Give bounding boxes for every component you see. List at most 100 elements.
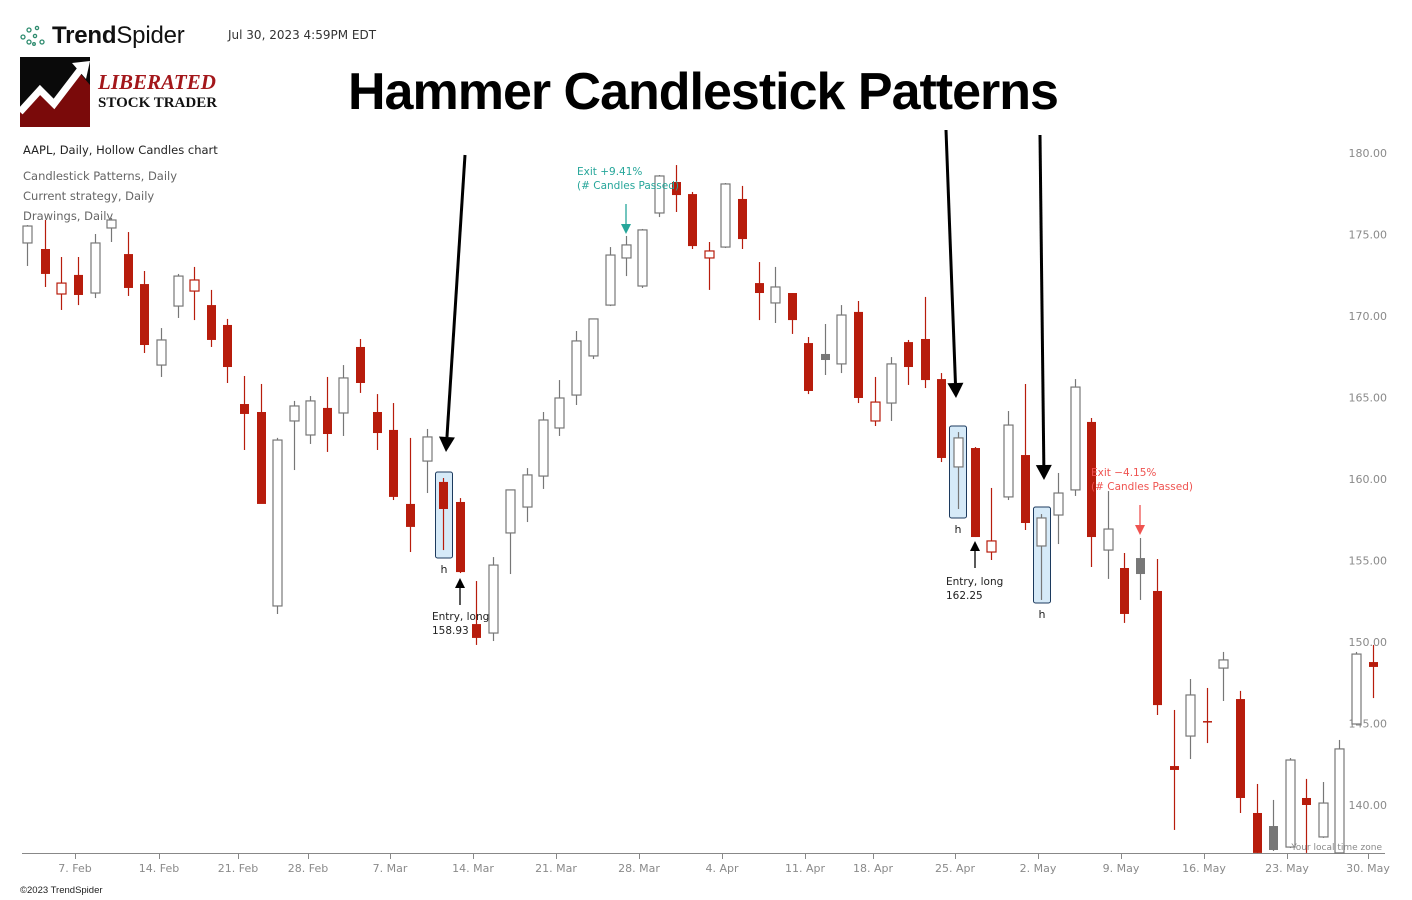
chart-legend: AAPL, Daily, Hollow Candles chart Candle… (23, 140, 218, 226)
candle (1285, 758, 1296, 849)
candle (240, 375, 249, 450)
date-tick-label: 21. Feb (218, 862, 258, 875)
svg-text:158.93: 158.93 (432, 625, 469, 637)
candle (554, 380, 565, 436)
candle (406, 437, 415, 553)
date-tick-label: 18. Apr (853, 862, 893, 875)
candle (505, 489, 516, 575)
candle (921, 296, 930, 389)
candle (788, 293, 797, 334)
candle (74, 256, 83, 306)
candle (22, 225, 33, 266)
candle (637, 228, 648, 288)
trendspider-brand: TrendSpider (20, 22, 185, 50)
hammer-label: h (1039, 608, 1046, 621)
candle (1170, 709, 1179, 830)
copyright: ©2023 TrendSpider (20, 885, 103, 896)
candle (41, 219, 50, 287)
candle (1334, 739, 1345, 854)
candle (654, 175, 665, 218)
entry-marker: Entry, long 162.25 (946, 541, 1003, 602)
svg-text:Entry, long: Entry, long (946, 576, 1003, 588)
candle (804, 337, 813, 395)
date-tick-label: 7. Feb (58, 862, 91, 875)
candle (456, 498, 465, 574)
candles (22, 165, 1378, 854)
candle (223, 318, 232, 383)
exit-marker: Exit −4.15% (# Candles Passed) (1091, 467, 1193, 535)
candle (886, 357, 897, 421)
date-tick-label: 21. Mar (535, 862, 577, 875)
chart-series-label[interactable]: AAPL, Daily, Hollow Candles chart (23, 143, 218, 157)
svg-text:(# Candles Passed): (# Candles Passed) (577, 180, 679, 192)
candle (124, 232, 133, 296)
price-axis[interactable]: 180.00 175.00 170.00 165.00 160.00 155.00 150.… (1349, 147, 1388, 812)
candle (1153, 559, 1162, 716)
candle (173, 273, 184, 318)
indicator-drawings[interactable]: Drawings, Daily (23, 209, 114, 223)
candle (755, 262, 764, 321)
candle (1003, 411, 1014, 501)
candle (422, 428, 433, 494)
candle (1269, 799, 1278, 851)
date-tick-label: 7. Mar (373, 862, 408, 875)
date-tick-label: 14. Feb (139, 862, 179, 875)
candle (56, 256, 67, 310)
candle (1021, 383, 1030, 531)
date-tick-label: 28. Feb (288, 862, 328, 875)
candle (937, 373, 946, 463)
svg-text:Entry, long: Entry, long (432, 611, 489, 623)
candle (538, 412, 549, 489)
candle (1036, 514, 1047, 600)
chart-timestamp: Jul 30, 2023 4:59PM EDT (228, 28, 377, 42)
candle (1318, 782, 1329, 838)
candle (1253, 783, 1262, 853)
candle (1120, 553, 1129, 623)
candle (953, 432, 964, 509)
time-axis[interactable]: 7. Feb 14. Feb 21. Feb 28. Feb 7. Mar 14. Mar… (22, 853, 1390, 875)
price-tick-label: 140.00 (1349, 799, 1388, 812)
page-title: Hammer Candlestick Patterns (348, 63, 1059, 121)
candle (106, 218, 117, 242)
candle (720, 182, 731, 249)
candle (904, 339, 913, 385)
price-tick-label: 150.00 (1349, 636, 1388, 649)
annotation-arrow (438, 154, 467, 452)
indicator-candlestick-patterns[interactable]: Candlestick Patterns, Daily (23, 169, 178, 183)
exit-marker: Exit +9.41% (# Candles Passed) (577, 166, 679, 234)
candle (1053, 472, 1064, 545)
candle (156, 328, 167, 377)
price-tick-label: 180.00 (1349, 147, 1388, 160)
annotation-arrow (1035, 134, 1052, 480)
candle (1351, 651, 1362, 725)
candle (189, 266, 200, 321)
candle (986, 487, 997, 561)
indicator-current-strategy[interactable]: Current strategy, Daily (23, 189, 155, 203)
candle (207, 289, 216, 347)
entry-marker: Entry, long 158.93 (432, 578, 489, 637)
price-tick-label: 160.00 (1349, 473, 1388, 486)
candle (1236, 690, 1245, 813)
candle (704, 241, 715, 290)
price-tick-label: 170.00 (1349, 310, 1388, 323)
logo-line-2: STOCK TRADER (98, 95, 218, 111)
candle (1302, 778, 1311, 853)
brand-name: TrendSpider (52, 22, 185, 49)
svg-text:(# Candles Passed): (# Candles Passed) (1091, 481, 1193, 493)
candle (488, 557, 499, 642)
annotation-arrow (944, 129, 964, 398)
candle (836, 305, 847, 374)
candle (1087, 418, 1096, 568)
date-tick-label: 2. May (1020, 862, 1057, 875)
date-tick-label: 9. May (1103, 862, 1140, 875)
candle (439, 478, 448, 551)
candle (821, 323, 830, 376)
candle (588, 318, 599, 360)
candle (272, 437, 283, 614)
candle (605, 247, 616, 307)
trendspider-logo-icon (20, 25, 45, 46)
candle (1185, 679, 1196, 760)
date-tick-label: 30. May (1346, 862, 1390, 875)
timezone-note: Your local time zone (1290, 843, 1382, 853)
